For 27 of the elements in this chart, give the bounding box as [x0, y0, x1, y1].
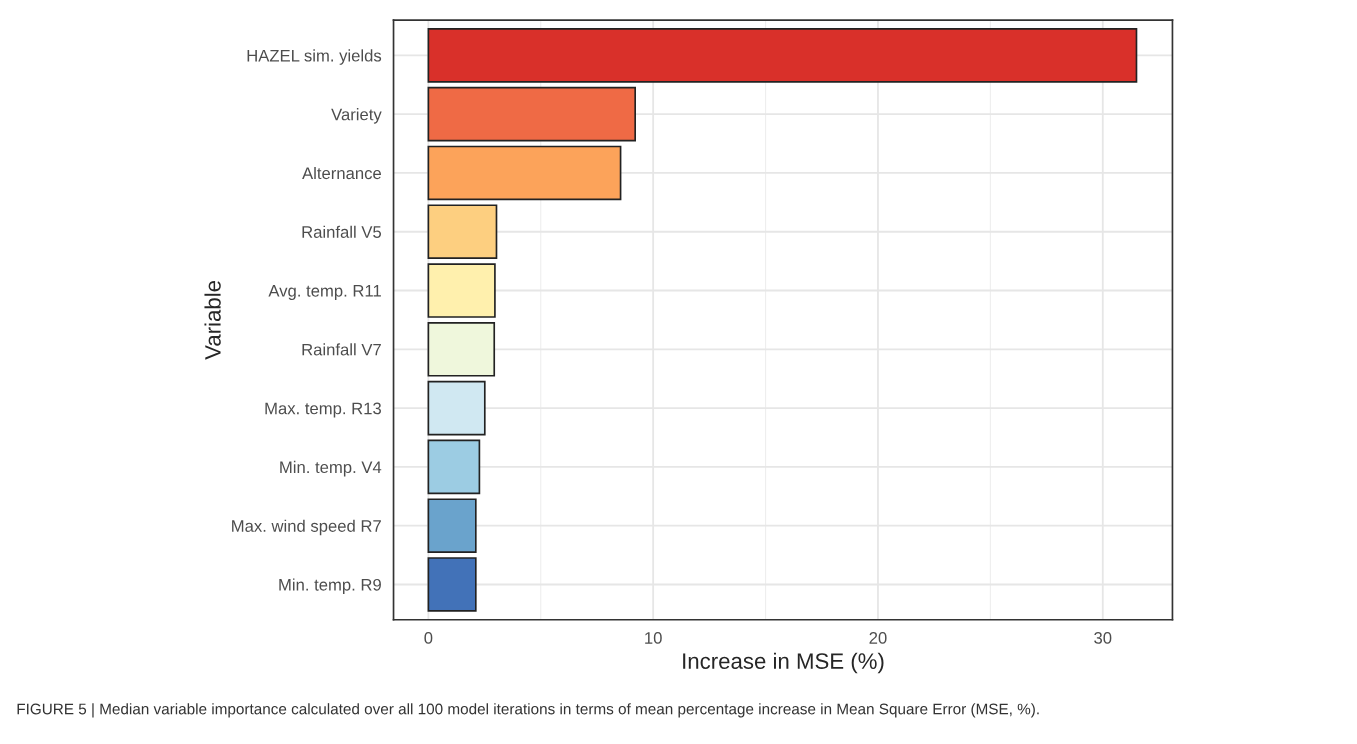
y-tick-label: Min. temp. V4: [280, 460, 382, 477]
x-tick-label: 0: [424, 632, 433, 644]
caption: FIGURE 5 | Median variable importance calculated over all 100 model iterations in terms of mean percentage increase in Mean Square Error (MSE, %).: [17, 703, 1039, 718]
y-tick-label: Rainfall V5: [302, 225, 382, 238]
y-axis-title: Variable: [204, 280, 221, 360]
y-tick-label: HAZEL sim. yields: [247, 49, 382, 65]
bar: [427, 380, 486, 436]
bar: [427, 498, 477, 553]
y-tick-label: Max. wind speed R7: [232, 519, 381, 536]
y-tick-label: Variety: [331, 108, 382, 124]
bar: [427, 263, 496, 318]
bar: [427, 439, 481, 495]
y-tick-label: Rainfall V7: [302, 343, 381, 356]
bar: [427, 204, 498, 260]
bar: [427, 322, 496, 377]
y-tick-label: Avg. temp. R11: [268, 285, 381, 301]
x-tick-label: 10: [645, 632, 662, 644]
bar: [427, 145, 622, 201]
bar: [427, 86, 637, 142]
x-tick-label: 30: [1094, 632, 1112, 644]
y-tick-label: Alternance: [302, 166, 381, 180]
y-tick-label: Min. temp. R9: [279, 578, 381, 594]
y-tick-label: Max. temp. R13: [265, 402, 381, 418]
x-axis-title: Increase in MSE (%): [683, 652, 884, 674]
bar: [427, 557, 477, 612]
bar: [427, 28, 1138, 83]
x-tick-label: 20: [869, 632, 887, 644]
